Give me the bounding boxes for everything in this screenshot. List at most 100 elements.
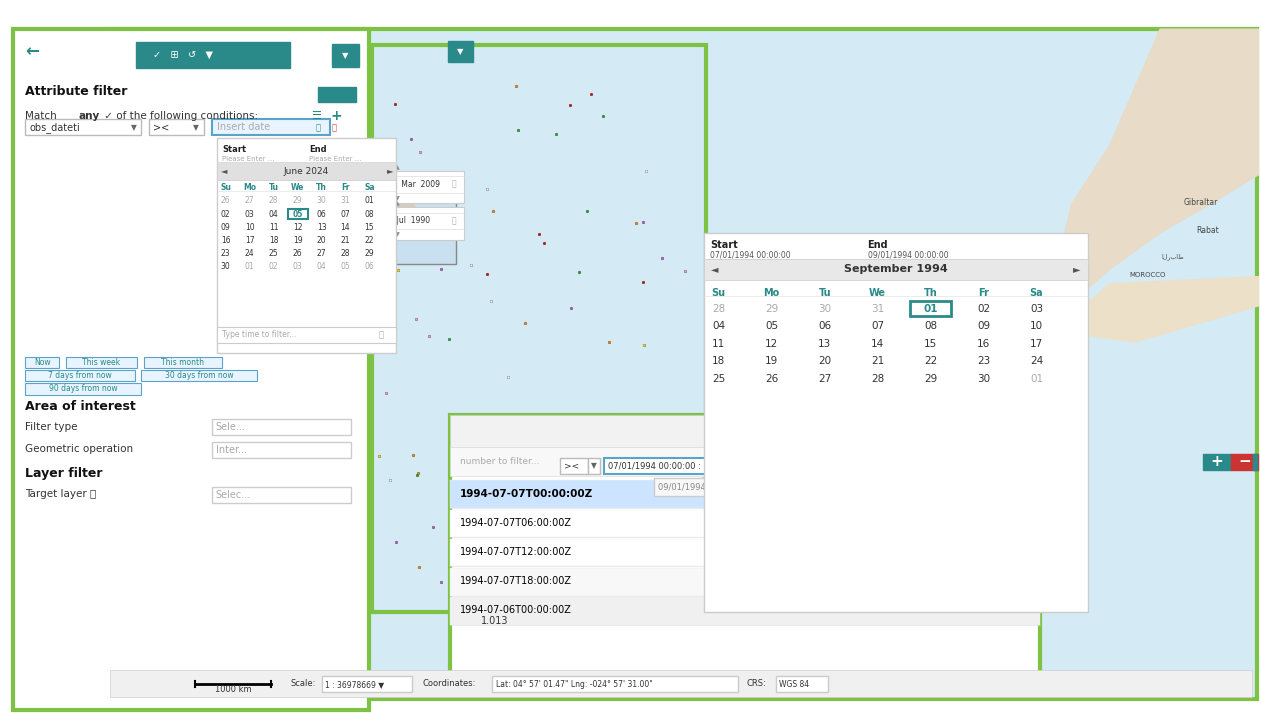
Text: ⏱: ⏱: [451, 180, 456, 189]
Text: Th: Th: [317, 183, 327, 192]
Text: 📅 12  Mar  2009: 📅 12 Mar 2009: [380, 180, 440, 189]
Text: Scale:: Scale:: [290, 679, 315, 688]
Text: obs_dateti: obs_dateti: [712, 426, 778, 436]
Text: 09: 09: [977, 321, 990, 331]
Text: 90 days from now: 90 days from now: [49, 384, 117, 393]
Text: 17: 17: [245, 236, 255, 245]
Text: 28: 28: [340, 249, 351, 258]
Text: 14: 14: [871, 339, 884, 349]
Bar: [217, 327, 396, 343]
Bar: [654, 478, 831, 496]
Text: SD: SD: [159, 114, 169, 119]
Text: 02: 02: [221, 210, 231, 218]
Bar: [141, 370, 257, 381]
Text: 09/01/1994 00:00:00: 09/01/1994 00:00:00: [658, 483, 745, 491]
Text: Please Enter ...: Please Enter ...: [222, 156, 275, 162]
Text: 1994-07-07T12:00:00Z: 1994-07-07T12:00:00Z: [460, 547, 572, 557]
Text: ▼: ▼: [131, 123, 137, 132]
Text: 09/01/1994 00:00:00: 09/01/1994 00:00:00: [868, 250, 948, 259]
Text: 🗑: 🗑: [332, 123, 337, 132]
Bar: [212, 442, 351, 458]
Text: 20: 20: [317, 236, 327, 245]
Text: 22: 22: [924, 356, 937, 366]
Text: 27: 27: [245, 197, 255, 205]
Text: 04: 04: [317, 262, 327, 271]
Text: 1994-07-07T00:00:00Z: 1994-07-07T00:00:00Z: [460, 488, 594, 499]
Text: 30: 30: [818, 304, 831, 314]
Text: 12: 12: [293, 223, 303, 232]
Bar: [450, 480, 1040, 508]
Text: ✓   ⊞   ↺   ▼: ✓ ⊞ ↺ ▼: [153, 50, 213, 60]
Text: 11: 11: [269, 223, 279, 232]
Text: 21: 21: [340, 236, 351, 245]
Bar: [450, 415, 1040, 688]
Text: 10: 10: [1030, 321, 1043, 331]
Text: WGS 84: WGS 84: [779, 680, 810, 689]
Text: ⏱: ⏱: [378, 331, 383, 339]
Text: ◄: ◄: [221, 167, 227, 175]
Text: 01: 01: [245, 262, 255, 271]
Text: NIA: NIA: [1018, 361, 1030, 367]
Text: 31: 31: [340, 197, 351, 205]
Text: ▼: ▼: [456, 47, 464, 56]
Text: ▼  ▼  ▼: ▼ ▼ ▼: [380, 197, 400, 201]
Text: Bridgetown: Bridgetown: [301, 382, 337, 387]
Bar: [212, 419, 351, 435]
Text: Su: Su: [221, 183, 231, 192]
Text: NE: NE: [146, 170, 156, 176]
Text: ⏱: ⏱: [816, 483, 821, 491]
Bar: [450, 539, 1040, 566]
Polygon shape: [702, 478, 720, 486]
Text: ▼: ▼: [591, 462, 598, 470]
Text: 02: 02: [977, 304, 990, 314]
Text: 01: 01: [364, 197, 375, 205]
Text: Layer filter: Layer filter: [25, 467, 102, 480]
Text: 02: 02: [269, 262, 279, 271]
Text: 25: 25: [269, 249, 279, 258]
Text: ▼: ▼: [193, 123, 199, 132]
Text: Port of
Spain: Port of Spain: [274, 448, 294, 458]
Text: Georgetown: Georgetown: [288, 513, 325, 517]
Text: 17: 17: [1030, 339, 1043, 349]
Bar: [25, 119, 141, 135]
Text: 30: 30: [977, 373, 990, 384]
Text: Inter...: Inter...: [216, 445, 247, 455]
Text: June 2024: June 2024: [284, 167, 329, 175]
Text: 29: 29: [364, 249, 375, 258]
Bar: [450, 510, 1040, 537]
Text: 12: 12: [765, 339, 778, 349]
Text: +: +: [1211, 454, 1223, 469]
Polygon shape: [1059, 29, 1258, 291]
Bar: [66, 357, 137, 368]
Text: 23: 23: [221, 249, 231, 258]
Text: 26: 26: [221, 197, 231, 205]
Bar: [288, 209, 308, 219]
Text: 1994-07-07T18:00:00Z: 1994-07-07T18:00:00Z: [460, 576, 572, 586]
Text: 28: 28: [712, 304, 725, 314]
Text: 1.013: 1.013: [480, 616, 508, 626]
Text: 27: 27: [818, 373, 831, 384]
Text: 23: 23: [977, 356, 990, 366]
Text: 16: 16: [977, 339, 990, 349]
Text: WI: WI: [224, 110, 235, 116]
Text: Selec...: Selec...: [216, 490, 251, 500]
Text: Managua: Managua: [251, 422, 279, 426]
Text: MN: MN: [190, 88, 200, 94]
Text: 7 days from now: 7 days from now: [48, 371, 112, 380]
Bar: [376, 207, 464, 240]
Bar: [373, 182, 456, 264]
Text: UNITED
STATES: UNITED STATES: [112, 170, 135, 180]
Text: any: any: [78, 111, 100, 121]
Text: −: −: [1238, 454, 1251, 469]
Bar: [25, 383, 141, 395]
Text: 25: 25: [712, 373, 725, 384]
Bar: [604, 458, 825, 474]
Text: number to filter...: number to filter...: [460, 457, 540, 466]
Text: Fr: Fr: [979, 288, 989, 298]
Text: 19: 19: [765, 356, 778, 366]
Bar: [910, 301, 951, 316]
Text: 20: 20: [818, 356, 831, 366]
Text: ><: ><: [564, 462, 579, 470]
Text: 30 days from now: 30 days from now: [165, 371, 233, 380]
Bar: [1253, 454, 1257, 470]
